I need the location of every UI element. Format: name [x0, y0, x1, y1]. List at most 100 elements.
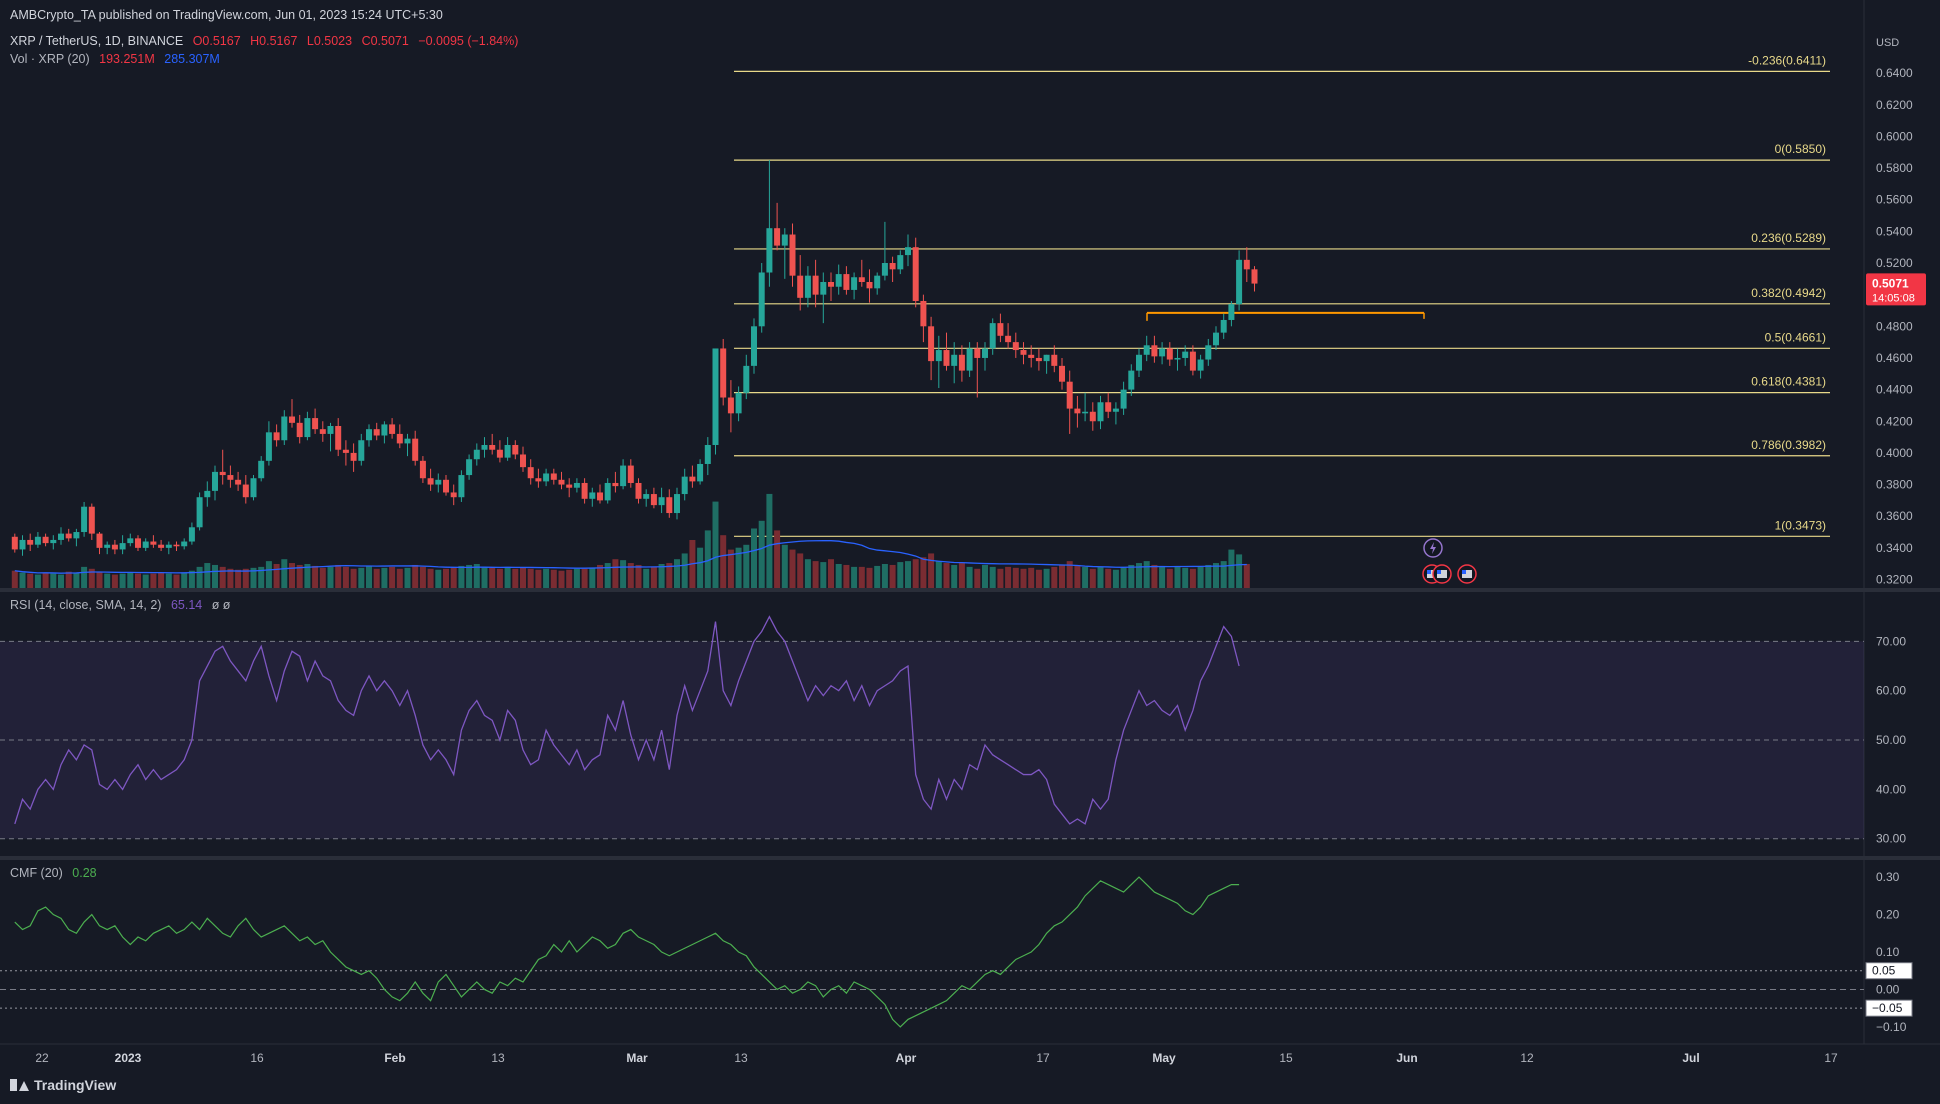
volume-bar [181, 572, 188, 588]
volume-bar [304, 564, 311, 588]
volume-bar [173, 574, 180, 588]
candle-body [912, 247, 919, 301]
volume-bar [666, 563, 673, 588]
candle-body [73, 532, 80, 539]
volume-bar [34, 574, 41, 588]
candle-body [881, 263, 888, 276]
volume-bar [296, 564, 303, 588]
volume-bar [1059, 564, 1065, 588]
tradingview-logo-icon [10, 1079, 29, 1091]
cmf-label[interactable]: CMF (20) [10, 866, 63, 880]
volume-bar [265, 561, 272, 588]
volume-bar [65, 571, 72, 588]
volume-bar [250, 567, 257, 588]
volume-bar [858, 566, 865, 588]
candle-body [127, 538, 134, 544]
candle-body [866, 281, 873, 289]
volume-bar [404, 567, 411, 588]
volume-label[interactable]: Vol · XRP (20) [10, 52, 90, 66]
volume-bar [412, 564, 419, 588]
volume-bar [589, 567, 596, 588]
volume-bar [843, 564, 850, 588]
volume-bar [766, 493, 773, 588]
candle-body [512, 444, 519, 455]
candle-body [928, 326, 935, 362]
published-line: AMBCrypto_TA published on TradingView.co… [10, 8, 443, 22]
volume-bar [458, 565, 465, 588]
candle-body [874, 275, 881, 289]
volume-bar [935, 561, 942, 588]
us-flag-event-icon [1457, 564, 1477, 584]
candle-body [404, 438, 411, 444]
volume-bar [658, 564, 665, 588]
candle-body [589, 492, 596, 499]
candle-body [581, 482, 588, 499]
fib-level-label: 0.5(0.4661) [1765, 330, 1826, 344]
volume-value: 193.251M [99, 52, 155, 66]
volume-bar [535, 569, 542, 588]
candle-body [835, 274, 842, 287]
candle-body [781, 234, 788, 246]
volume-bar [851, 566, 858, 588]
candle-body [273, 432, 280, 441]
candle-body [1112, 408, 1119, 412]
candle-body [1105, 402, 1112, 412]
high-value: H0.5167 [250, 34, 298, 48]
candle-body [1028, 354, 1035, 358]
candle-body [758, 272, 765, 327]
volume-bar [1105, 568, 1112, 588]
price-tick-label: 0.4200 [1876, 414, 1913, 428]
volume-bar [543, 568, 550, 588]
candle-body [258, 460, 265, 479]
volume-bar [27, 573, 34, 588]
candle-body [650, 494, 657, 506]
candle-body [173, 544, 180, 547]
candle-body [1074, 408, 1081, 414]
rsi-line [14, 615, 1240, 825]
volume-bar [1028, 567, 1035, 588]
volume-bar [828, 559, 834, 588]
candle-body [943, 350, 950, 366]
candle-body [1159, 348, 1166, 357]
candle-body [466, 459, 473, 476]
volume-bar [135, 573, 141, 588]
rsi-label[interactable]: RSI (14, close, SMA, 14, 2) [10, 598, 162, 612]
candle-body [550, 473, 557, 480]
candle-body [204, 490, 211, 498]
volume-bar [273, 564, 280, 588]
candle-body [681, 476, 688, 495]
volume-bar [781, 544, 788, 588]
volume-bar [566, 569, 573, 588]
price-tick-label: 0.6000 [1876, 129, 1913, 143]
candle-body [366, 429, 372, 441]
volume-bar [581, 568, 588, 588]
volume-bar [966, 566, 973, 588]
candle-body [1213, 332, 1219, 346]
volume-bar [481, 566, 488, 588]
volume-bar [1159, 566, 1166, 588]
candle-body [597, 492, 603, 501]
candle-body [573, 482, 580, 488]
volume-bar [812, 561, 819, 588]
candle-body [496, 449, 503, 458]
time-axis-label: 16 [250, 1051, 264, 1065]
flag-canton-shape [1427, 570, 1431, 574]
volume-bar [797, 553, 804, 588]
candle-body [774, 228, 781, 246]
candle-body [458, 475, 465, 498]
candle-body [1143, 345, 1150, 355]
time-axis-label: 13 [734, 1051, 748, 1065]
flag-canton-shape [1462, 570, 1466, 574]
volume-bar [111, 574, 118, 588]
cmf-level-box [1865, 999, 1913, 1017]
candle-body [219, 471, 226, 476]
candle-body [997, 323, 1004, 336]
volume-bar [342, 566, 349, 588]
fib-level-label: 0.382(0.4942) [1751, 286, 1826, 300]
price-tick-label: 0.5400 [1876, 224, 1913, 238]
symbol-name[interactable]: XRP / TetherUS, 1D, BINANCE [10, 34, 184, 48]
candles [11, 160, 1258, 556]
tradingview-logo[interactable]: TradingView [10, 1077, 116, 1093]
